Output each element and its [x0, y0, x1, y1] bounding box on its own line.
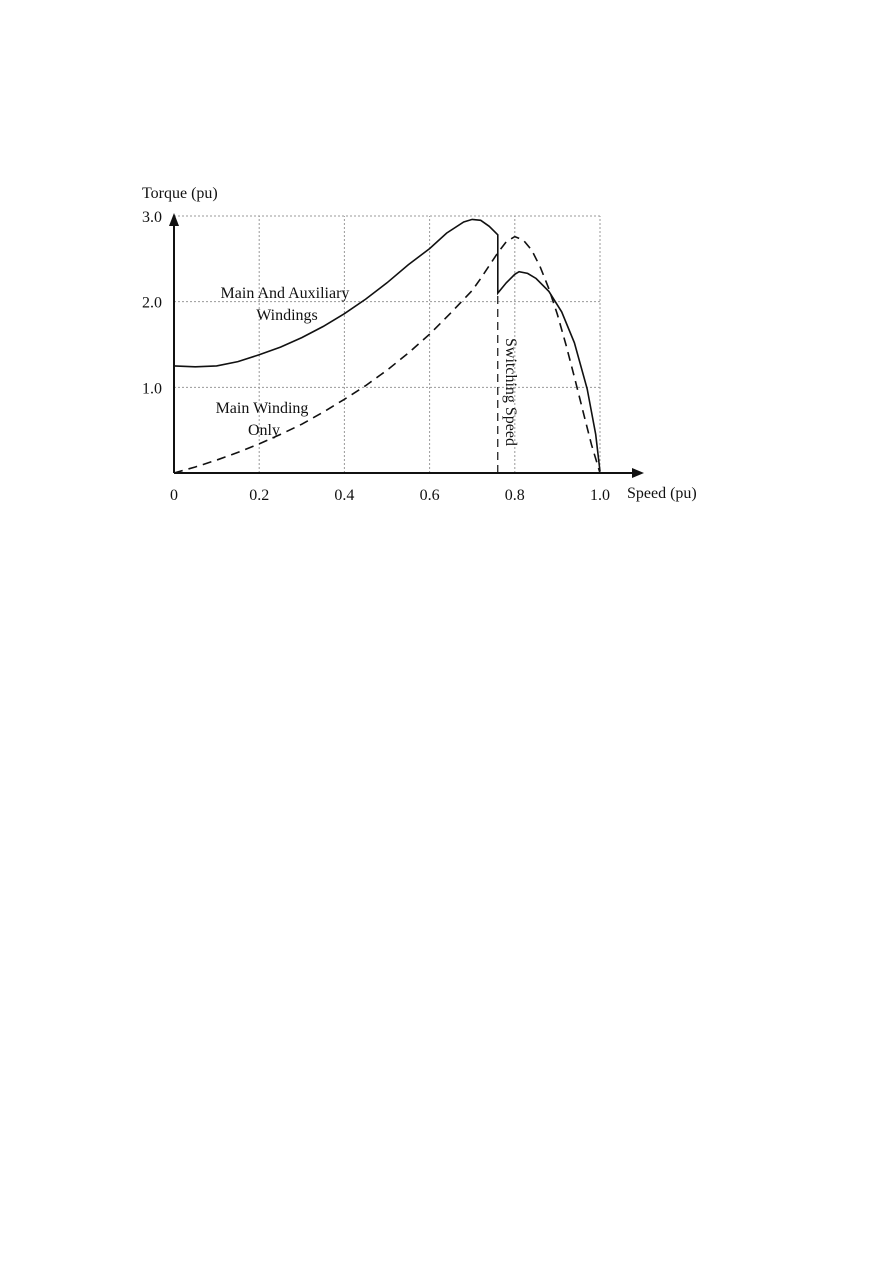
series-line-main-winding-only [173, 235, 601, 474]
grid [174, 215, 601, 473]
annotation-switching-speed: Switching Speed [502, 338, 519, 446]
annotation-main-aux-line1: Main And Auxiliary [221, 285, 350, 302]
x-tick-label-1: 0.2 [249, 487, 269, 504]
annotation-main-aux-line2: Windings [256, 307, 318, 324]
annotation-main-only-line1: Main Winding [216, 400, 309, 417]
y-axis-label: Torque (pu) [142, 185, 218, 202]
x-axis-label: Speed (pu) [627, 485, 697, 502]
series-line-main-and-auxiliary [173, 218, 601, 472]
y-tick-label-2: 3.0 [142, 209, 162, 226]
tick-labels: 0 0.2 0.4 0.6 0.8 1.0 1.0 2.0 3.0 [142, 209, 610, 504]
series-layer [173, 218, 601, 474]
y-tick-label-1: 2.0 [142, 295, 162, 312]
x-tick-label-4: 0.8 [505, 487, 525, 504]
y-axis-arrow [169, 213, 179, 226]
x-tick-label-2: 0.4 [334, 487, 354, 504]
x-tick-label-3: 0.6 [420, 487, 440, 504]
annotation-main-only-line2: Only [248, 422, 280, 439]
y-tick-label-0: 1.0 [142, 380, 162, 397]
x-axis-arrow [632, 468, 644, 478]
x-tick-label-0: 0 [170, 487, 178, 504]
x-tick-label-5: 1.0 [590, 487, 610, 504]
